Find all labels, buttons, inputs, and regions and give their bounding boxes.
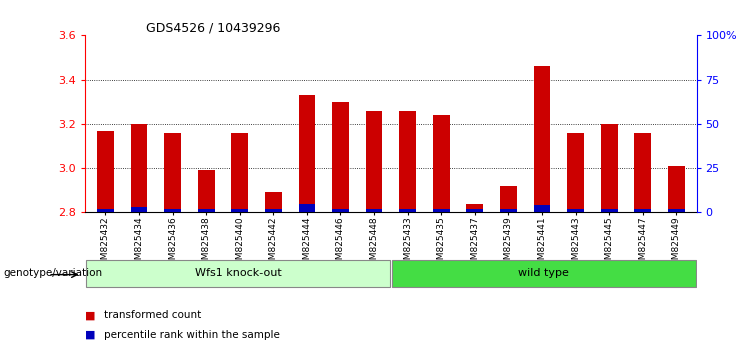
Text: percentile rank within the sample: percentile rank within the sample bbox=[104, 330, 279, 340]
Bar bbox=[534, 67, 551, 212]
Bar bbox=[332, 102, 349, 212]
Bar bbox=[567, 209, 584, 212]
FancyBboxPatch shape bbox=[391, 260, 696, 287]
Bar bbox=[265, 209, 282, 212]
Text: ■: ■ bbox=[85, 310, 96, 320]
Bar bbox=[601, 209, 617, 212]
Bar bbox=[433, 115, 450, 212]
Text: wild type: wild type bbox=[518, 268, 569, 278]
Text: ■: ■ bbox=[85, 330, 96, 340]
Bar bbox=[433, 209, 450, 212]
Bar bbox=[165, 209, 181, 212]
Bar bbox=[500, 186, 516, 212]
Bar bbox=[198, 170, 215, 212]
Bar bbox=[366, 209, 382, 212]
Bar bbox=[466, 209, 483, 212]
Bar bbox=[500, 209, 516, 212]
Bar bbox=[601, 124, 617, 212]
Bar bbox=[466, 204, 483, 212]
Bar bbox=[231, 133, 248, 212]
Text: GDS4526 / 10439296: GDS4526 / 10439296 bbox=[146, 21, 281, 34]
Text: genotype/variation: genotype/variation bbox=[4, 268, 103, 279]
Bar bbox=[231, 209, 248, 212]
Text: transformed count: transformed count bbox=[104, 310, 201, 320]
Bar bbox=[332, 209, 349, 212]
Bar bbox=[366, 111, 382, 212]
Bar bbox=[399, 209, 416, 212]
Bar bbox=[130, 124, 147, 212]
FancyBboxPatch shape bbox=[86, 260, 391, 287]
Bar bbox=[97, 131, 114, 212]
Bar bbox=[634, 209, 651, 212]
Text: Wfs1 knock-out: Wfs1 knock-out bbox=[195, 268, 282, 278]
Bar bbox=[299, 204, 316, 212]
Bar bbox=[97, 209, 114, 212]
Bar bbox=[399, 111, 416, 212]
Bar bbox=[668, 166, 685, 212]
Bar bbox=[567, 133, 584, 212]
Bar bbox=[668, 209, 685, 212]
Bar bbox=[130, 207, 147, 212]
Bar bbox=[534, 205, 551, 212]
Bar bbox=[265, 193, 282, 212]
Bar bbox=[165, 133, 181, 212]
Bar bbox=[634, 133, 651, 212]
Bar bbox=[198, 209, 215, 212]
Bar bbox=[299, 95, 316, 212]
